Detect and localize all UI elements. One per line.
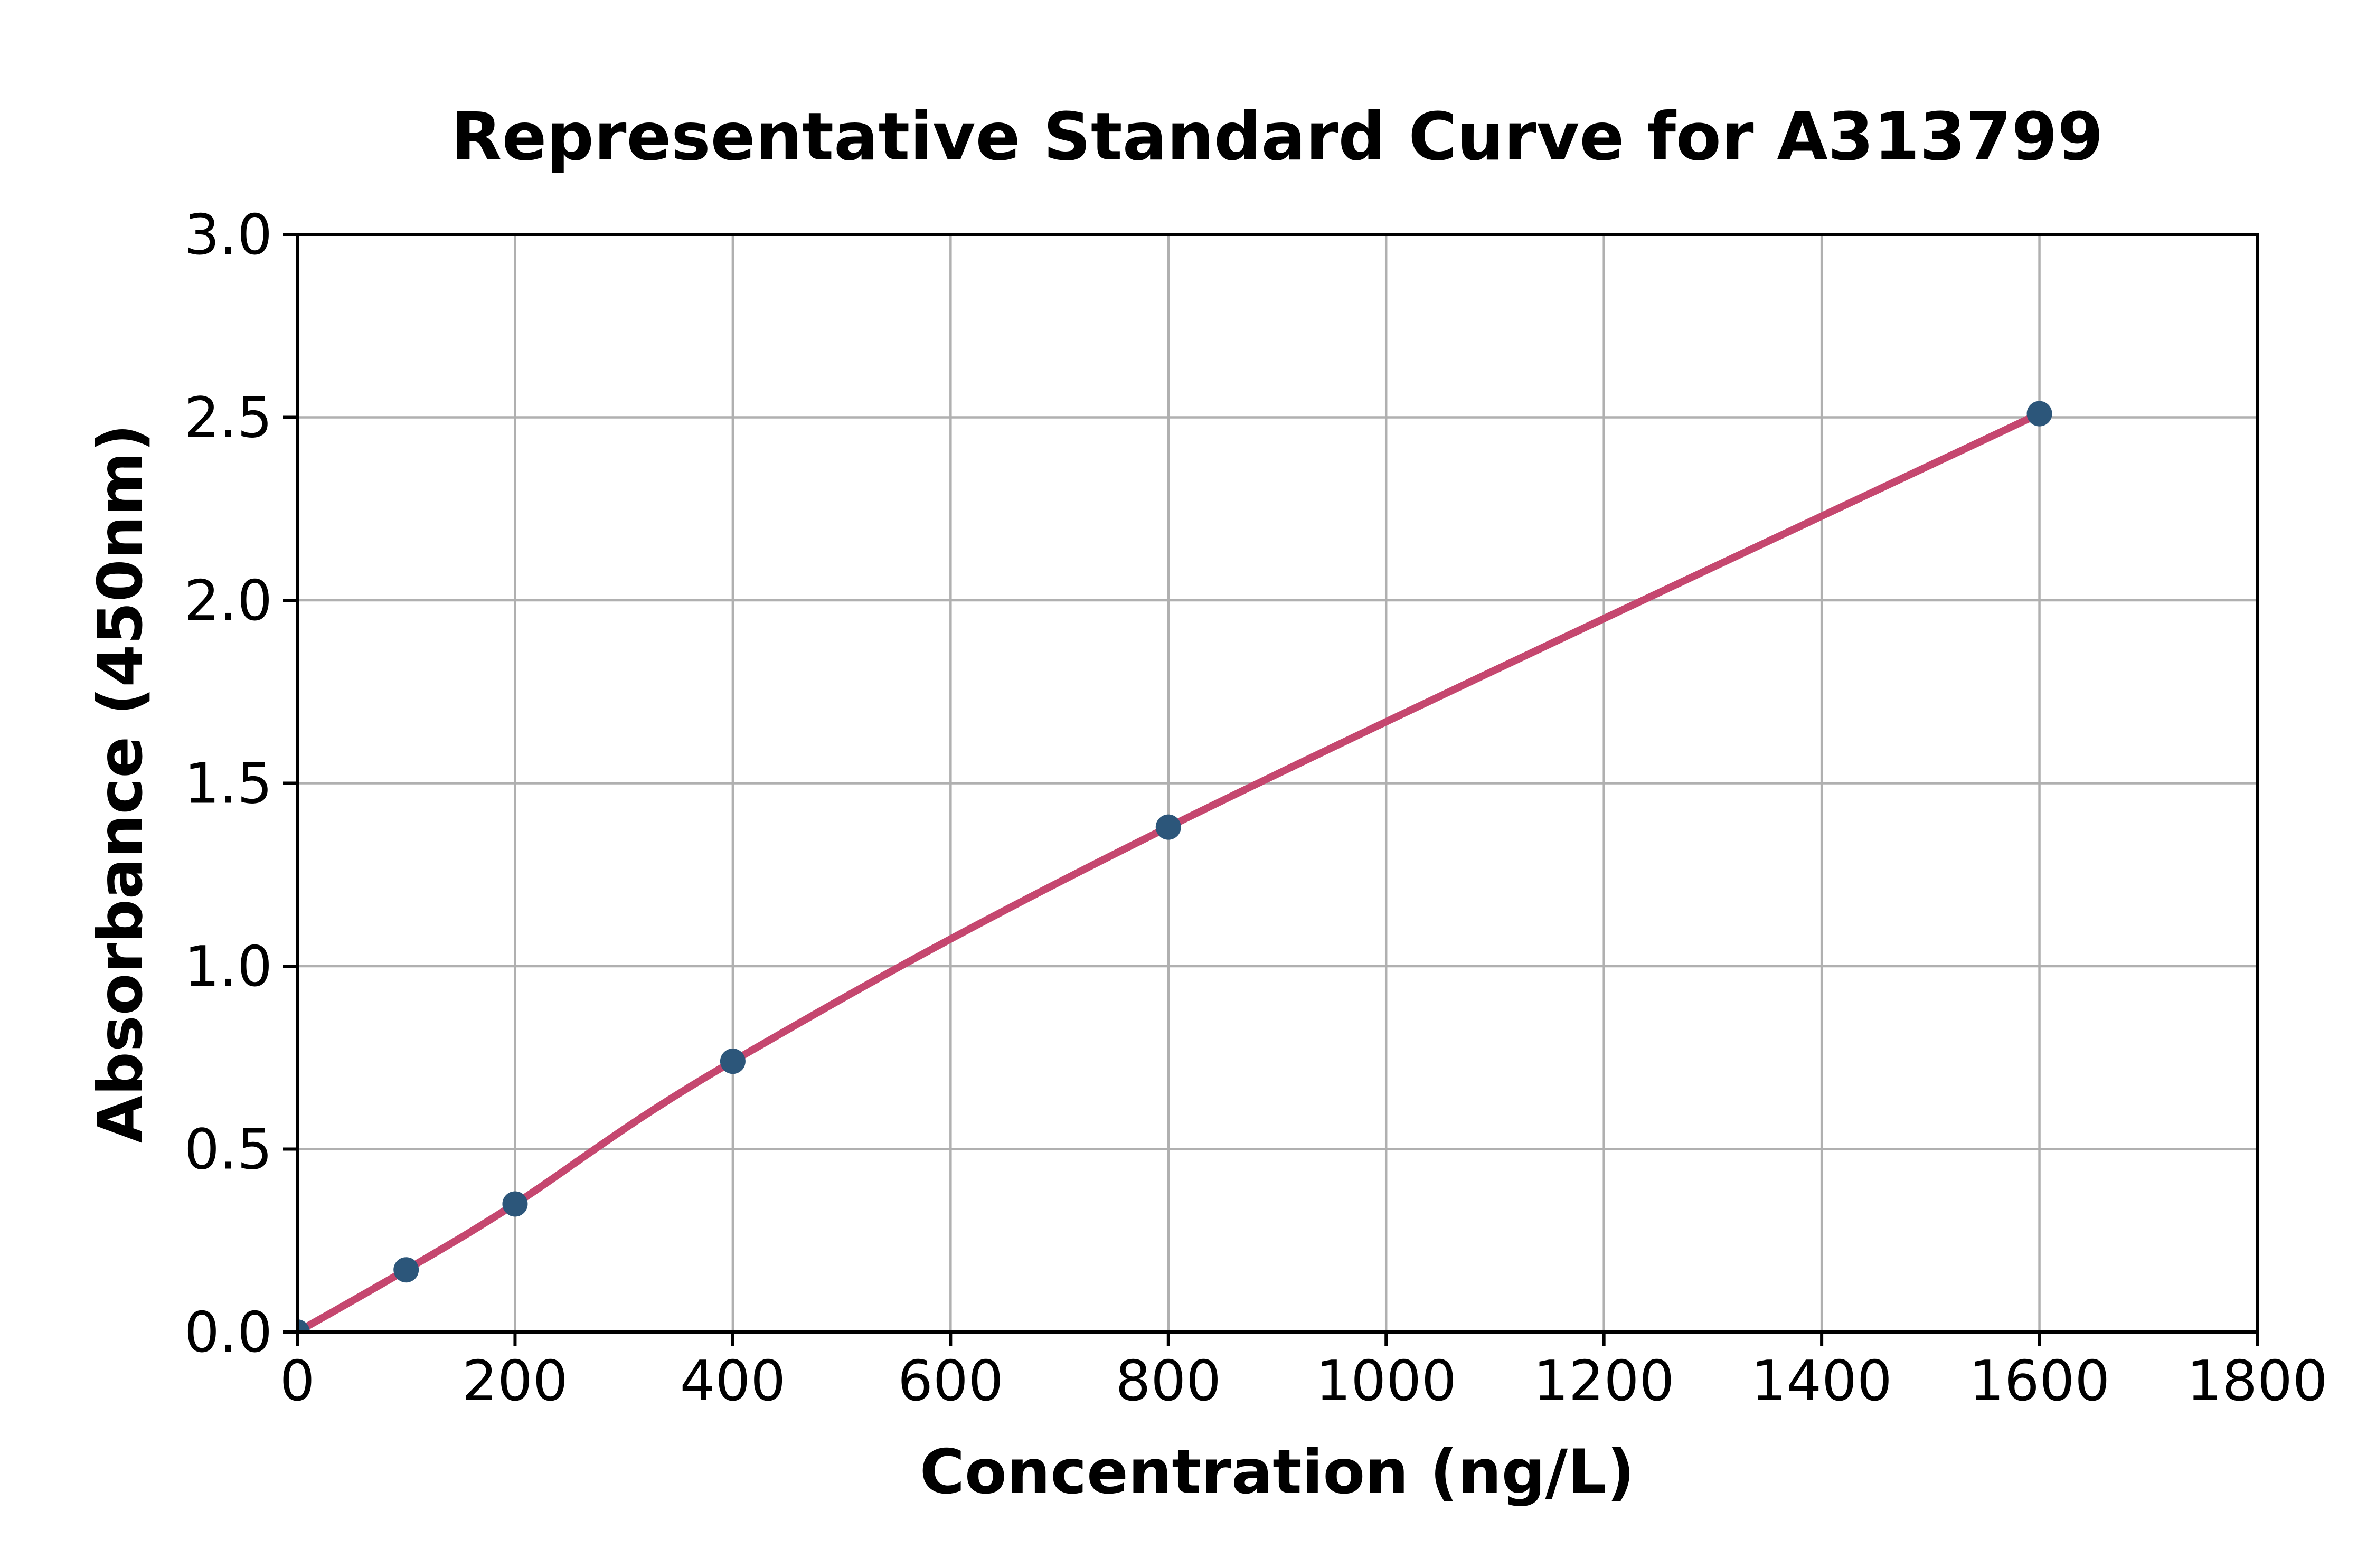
data-point-marker bbox=[2026, 401, 2052, 427]
x-axis-label: Concentration (ng/L) bbox=[920, 1437, 1635, 1508]
y-tick-label: 2.5 bbox=[184, 386, 272, 450]
x-tick-label: 0 bbox=[280, 1349, 315, 1413]
data-point-marker bbox=[720, 1049, 746, 1074]
data-point-marker bbox=[502, 1191, 528, 1217]
data-point-marker bbox=[1155, 814, 1181, 840]
y-tick-label: 1.5 bbox=[184, 752, 272, 816]
gridlines bbox=[296, 233, 2259, 1334]
y-tick-label: 1.0 bbox=[184, 934, 272, 999]
x-tick-label: 1800 bbox=[2186, 1349, 2327, 1413]
y-tick-label: 2.0 bbox=[184, 569, 272, 633]
x-tick-label: 600 bbox=[898, 1349, 1003, 1413]
x-tick-label: 1600 bbox=[1969, 1349, 2110, 1413]
data-point-marker bbox=[297, 1319, 310, 1332]
x-tick-label: 1000 bbox=[1316, 1349, 1457, 1413]
plot-border bbox=[296, 233, 2259, 1334]
y-tick-label: 0.5 bbox=[184, 1118, 272, 1182]
x-tick-label: 800 bbox=[1116, 1349, 1221, 1413]
chart-title: Representative Standard Curve for A31379… bbox=[451, 99, 2103, 175]
y-tick-label: 3.0 bbox=[184, 203, 272, 267]
data-point-marker bbox=[393, 1257, 419, 1283]
x-tick-label: 1200 bbox=[1533, 1349, 1674, 1413]
y-tick-label: 0.0 bbox=[184, 1300, 272, 1365]
x-tick-label: 1400 bbox=[1751, 1349, 1892, 1413]
data-point-markers bbox=[297, 401, 2052, 1332]
x-tick-label: 200 bbox=[462, 1349, 568, 1413]
x-tick-label: 400 bbox=[680, 1349, 786, 1413]
fitted-curve-line bbox=[297, 410, 2043, 1332]
tick-marks bbox=[283, 233, 2259, 1346]
tick-labels: 0 200 400 600 800 1000 1200 1400 1600 1800 0.0 0.5 1… bbox=[184, 203, 2328, 1413]
y-axis-label: Absorbance (450nm) bbox=[85, 424, 156, 1143]
